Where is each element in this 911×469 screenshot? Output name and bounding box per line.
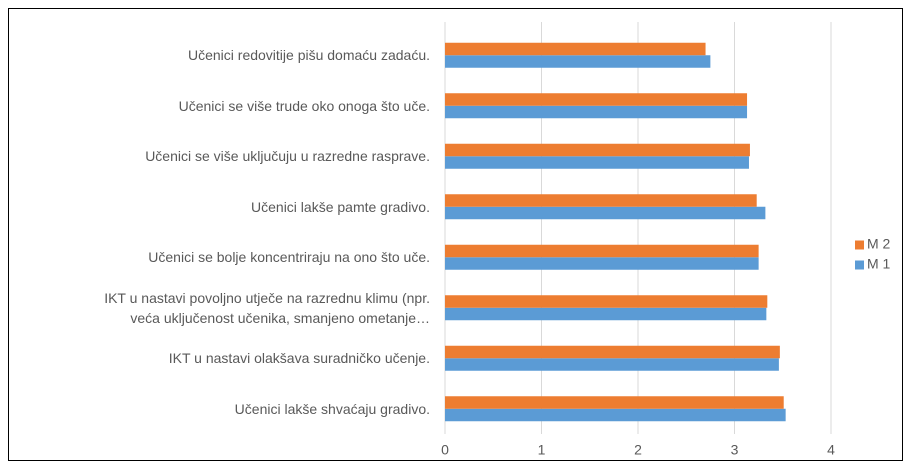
bar [445,257,759,270]
bar [445,194,757,207]
x-tick-label: 0 [441,442,449,458]
legend-label: M 1 [867,256,891,272]
legend-swatch [855,260,864,270]
bar [445,42,706,56]
legend-label: M 2 [867,236,891,252]
bar [445,295,768,308]
bar [445,93,748,106]
x-tick-label: 4 [827,442,835,458]
bar [445,358,779,371]
bar [445,244,759,258]
bar [445,396,784,409]
y-tick-label: Učenici redovitije pišu domaću zadaću. [187,47,430,64]
bar [445,307,767,321]
y-tick-label: Učenici se bolje koncentriraju na ono št… [148,249,430,266]
y-tick-label: Učenici lakše pamte gradivo. [251,198,430,215]
bar [445,345,780,359]
bar [445,55,711,68]
y-tick-label: IKT u nastavi olakšava suradničko učenje… [168,350,430,367]
bar [445,206,766,220]
bar [445,143,750,157]
y-tick-label: Učenici se više trude oko onoga što uče. [178,97,430,114]
y-tick-label: Učenici se više uključuju u razredne ras… [145,148,430,165]
bar [445,105,748,119]
y-tick-label: Učenici lakše shvaćaju gradivo. [234,400,430,417]
legend-swatch [855,240,864,250]
bar [445,156,749,169]
x-tick-label: 2 [634,442,642,458]
bar [445,408,786,422]
x-tick-label: 1 [538,442,546,458]
x-tick-label: 3 [731,442,739,458]
y-tick-label: IKT u nastavi povoljno utječe na razredn… [104,289,430,326]
chart-border [8,8,903,461]
